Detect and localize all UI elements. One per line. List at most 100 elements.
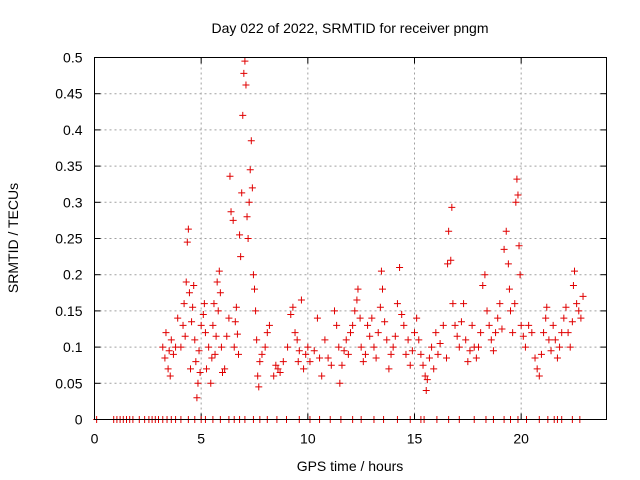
data-point [213,278,221,286]
data-point [551,336,559,344]
data-point [231,318,239,326]
data-point [199,311,207,319]
x-tick-label: 10 [300,431,316,447]
data-point [398,311,406,319]
data-point [159,343,167,351]
x-tick-label: 0 [91,431,99,447]
data-point [211,350,219,358]
data-point [183,238,191,246]
data-point [366,332,374,340]
data-point [370,343,378,351]
data-point [238,189,246,197]
data-point [229,216,237,224]
data-point [226,172,234,180]
data-point [336,379,344,387]
data-point [514,191,522,199]
data-point [297,296,305,304]
data-point [525,321,533,329]
data-point [430,365,438,373]
y-tick-label: 0.05 [55,375,82,391]
data-point [216,289,224,297]
data-point [179,321,187,329]
data-point [310,347,318,355]
data-point [197,321,205,329]
y-tick-label: 0.3 [63,194,83,210]
data-point [553,354,561,362]
data-point [306,358,314,366]
data-point [193,394,201,402]
data-point [449,300,457,308]
data-point [479,282,487,290]
data-point [404,336,412,344]
data-point [402,350,410,358]
data-point [500,245,508,253]
data-point [239,111,247,119]
data-point [212,332,220,340]
data-point [258,350,266,358]
data-point [189,303,197,311]
data-point [214,307,222,315]
data-point [295,347,303,355]
data-point [356,314,364,322]
y-tick-label: 0.5 [63,50,83,66]
data-point [568,318,576,326]
data-point [368,314,376,322]
data-point [194,379,202,387]
data-point [251,285,258,293]
chart-title: Day 022 of 2022, SRMTID for receiver png… [211,20,488,36]
data-point [419,361,427,369]
data-point [393,300,401,308]
data-point [439,321,447,329]
data-point [342,336,350,344]
data-point [217,343,225,351]
data-point [400,321,408,329]
data-point [571,267,578,275]
data-point [575,307,583,315]
data-point [455,343,463,351]
data-point [221,365,229,373]
data-point [389,343,397,351]
data-point [324,354,332,362]
data-point [272,361,280,369]
data-point [293,336,301,344]
data-point [162,329,170,337]
data-point [494,314,502,322]
data-point [383,336,391,344]
data-point [235,350,242,358]
data-point [512,198,520,206]
data-point [230,343,238,351]
data-point [331,307,338,315]
data-point [353,296,361,304]
data-point [504,260,512,268]
grid-lines [94,57,607,420]
data-point [335,343,343,351]
y-tick-label: 0.25 [55,231,82,247]
data-point [316,354,324,362]
data-point [547,347,555,355]
x-tick-label: 5 [197,431,205,447]
data-point [200,300,208,308]
data-point [511,300,519,308]
data-point [351,307,359,315]
data-point [564,329,572,337]
data-point [261,343,269,351]
data-point [517,321,525,329]
data-point [166,372,174,380]
data-point [340,347,348,355]
data-point [321,336,329,344]
y-tick-label: 0.4 [63,122,83,138]
data-point [164,365,172,373]
data-point [219,368,226,376]
data-point [385,365,393,373]
data-point [265,321,273,329]
data-point [254,372,262,380]
data-point [422,387,430,395]
data-point [169,350,177,358]
data-point [291,329,299,337]
data-point [481,271,489,279]
y-axis-label: SRMTID / TECUs [5,183,21,293]
data-point [387,350,395,358]
data-point [445,227,453,235]
data-point [327,361,335,369]
